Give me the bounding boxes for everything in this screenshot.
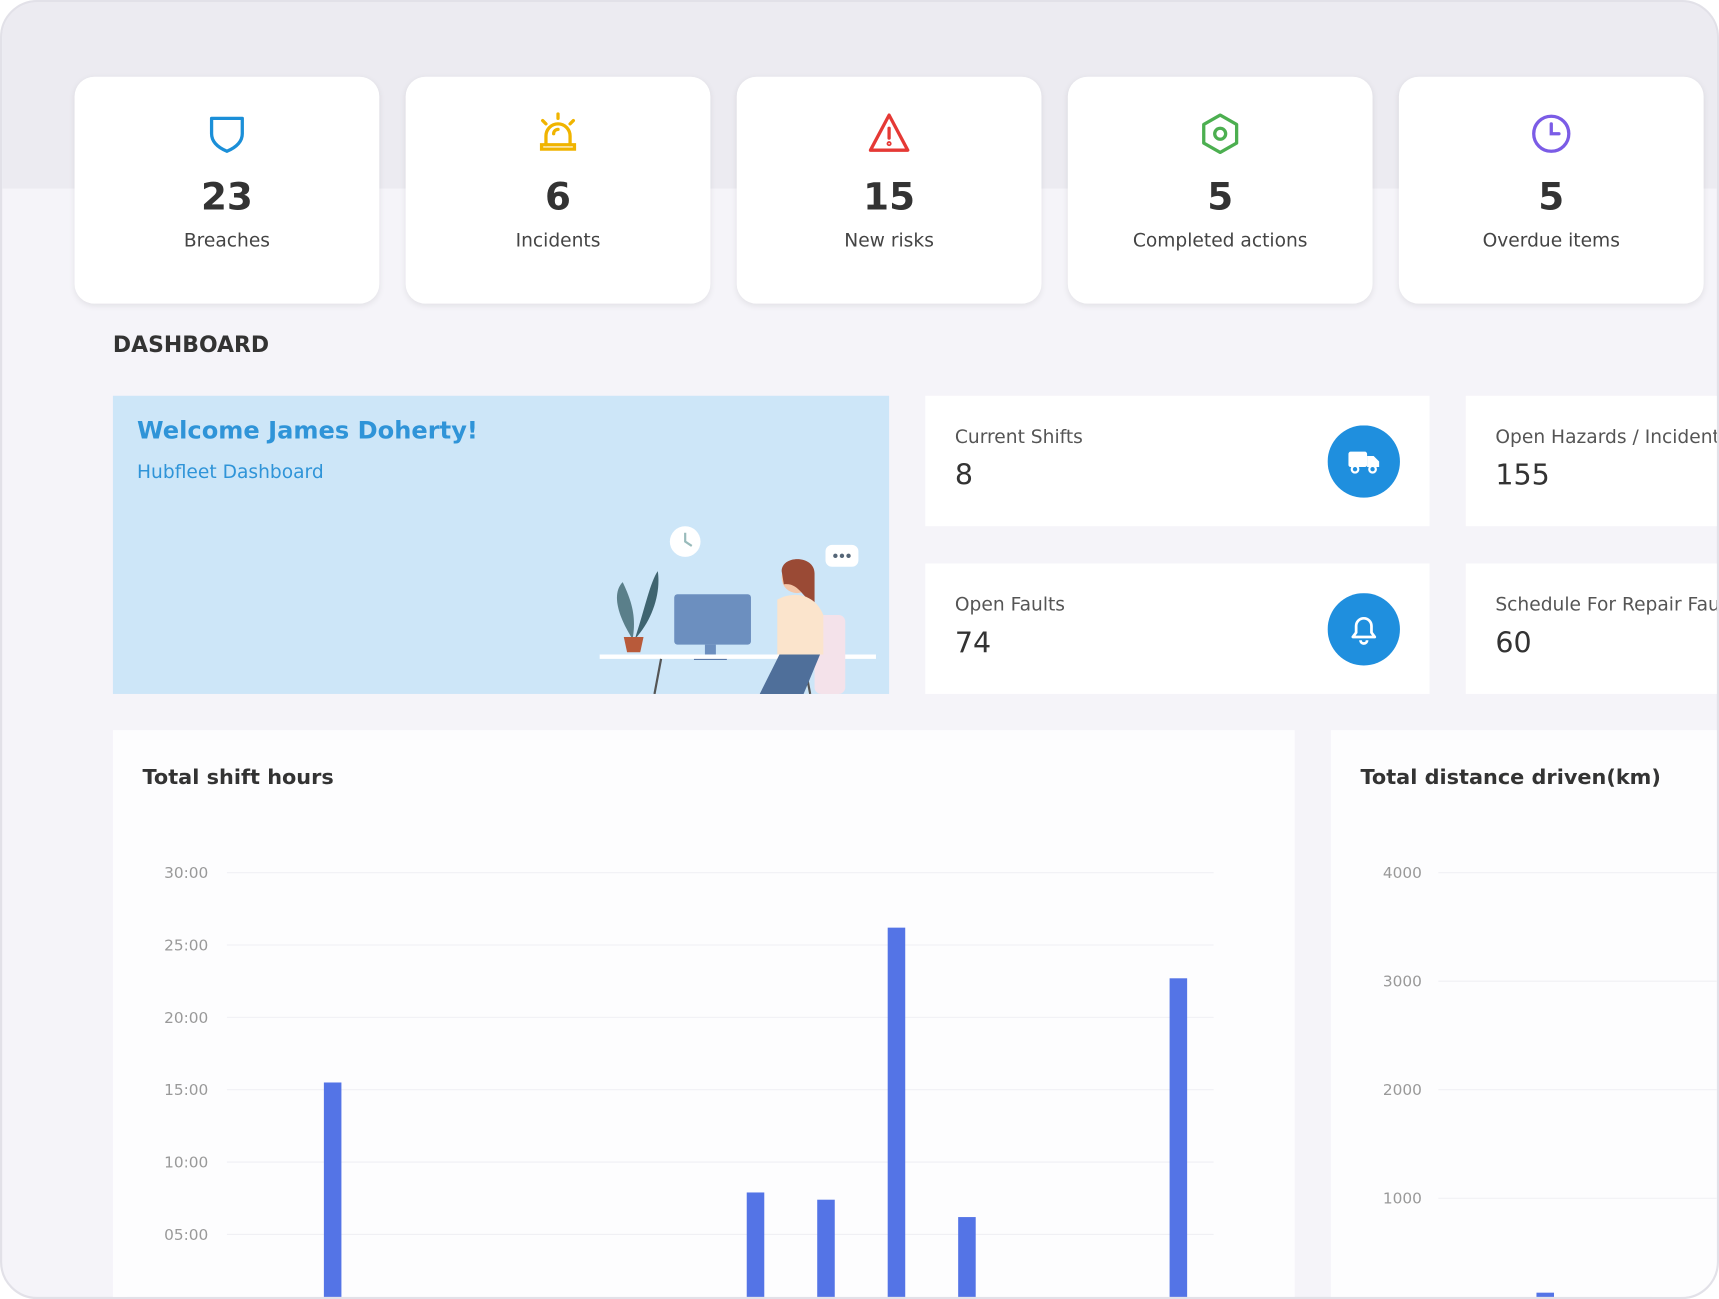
hexagon-icon: [1202, 113, 1239, 155]
chart-title: Total distance driven(km): [1361, 765, 1661, 789]
y-tick-label: 15:00: [164, 1081, 208, 1099]
y-tick-label: 05:00: [164, 1226, 208, 1244]
y-tick-label: 10:00: [164, 1154, 208, 1172]
metric-label: Schedule For Repair Faults: [1495, 594, 1719, 617]
metric-value: 8: [954, 459, 974, 493]
bar: [817, 1199, 835, 1297]
bar: [1536, 1292, 1555, 1297]
stat-label: Incidents: [515, 230, 601, 253]
stat-label: Breaches: [183, 230, 271, 253]
stat-card[interactable]: 5 Completed actions: [1067, 76, 1373, 304]
bar: [958, 1217, 976, 1297]
metric-card[interactable]: Schedule For Repair Faults 60: [1465, 563, 1719, 694]
stat-value: 23: [200, 175, 253, 220]
metric-label: Open Faults: [954, 594, 1066, 617]
y-tick-label: 25:00: [164, 936, 208, 954]
y-tick-label: 1000: [1383, 1190, 1422, 1208]
stat-label: Overdue items: [1482, 230, 1620, 253]
stat-card[interactable]: 23 Breaches: [74, 76, 380, 304]
truck-icon: [1327, 425, 1400, 498]
metric-value: 74: [954, 627, 992, 660]
y-tick-label: 4000: [1383, 864, 1422, 882]
alarm-icon: [539, 112, 577, 151]
bar: [746, 1192, 765, 1297]
metric-card[interactable]: Open Hazards / Incidents 155: [1465, 395, 1719, 527]
y-tick-label: 30:00: [164, 864, 208, 882]
chart-card: [112, 730, 1295, 1297]
metric-value: 60: [1495, 627, 1532, 660]
y-tick-label: 20:00: [164, 1009, 208, 1027]
welcome-subtitle: Hubfleet Dashboard: [137, 461, 324, 484]
welcome-banner: Welcome James Doherty! Hubfleet Dashboar…: [112, 395, 890, 694]
metric-label: Open Hazards / Incidents: [1495, 426, 1719, 449]
bar: [1169, 978, 1188, 1297]
metric-label: Current Shifts: [954, 426, 1083, 449]
section-title: DASHBOARD: [112, 331, 270, 358]
stat-value: 5: [1538, 175, 1565, 220]
chart-title: Total shift hours: [143, 765, 334, 789]
metric-card[interactable]: Open Faults 74: [925, 563, 1430, 694]
y-tick-label: 3000: [1383, 973, 1422, 991]
stat-value: 5: [1207, 175, 1234, 220]
y-tick-label: 2000: [1383, 1081, 1422, 1099]
stat-card[interactable]: 5 Overdue items: [1398, 76, 1704, 304]
warning-icon: [868, 113, 910, 152]
stat-value: 15: [863, 175, 916, 220]
welcome-title: Welcome James Doherty!: [137, 417, 478, 446]
stat-card[interactable]: 6 Incidents: [405, 76, 711, 304]
bar: [323, 1082, 342, 1297]
stat-value: 6: [545, 175, 571, 220]
stat-label: Completed actions: [1132, 230, 1308, 253]
stat-card[interactable]: 15 New risks: [736, 76, 1042, 304]
bar: [887, 927, 906, 1297]
clock-icon: [1532, 114, 1571, 153]
bell-icon: [1327, 593, 1400, 666]
metric-card[interactable]: Current Shifts 8: [925, 395, 1430, 527]
illustration: [599, 526, 876, 694]
chart-card: [1330, 730, 1717, 1297]
stat-label: New risks: [844, 230, 934, 253]
metric-value: 155: [1495, 459, 1550, 493]
shield-icon: [209, 116, 244, 153]
